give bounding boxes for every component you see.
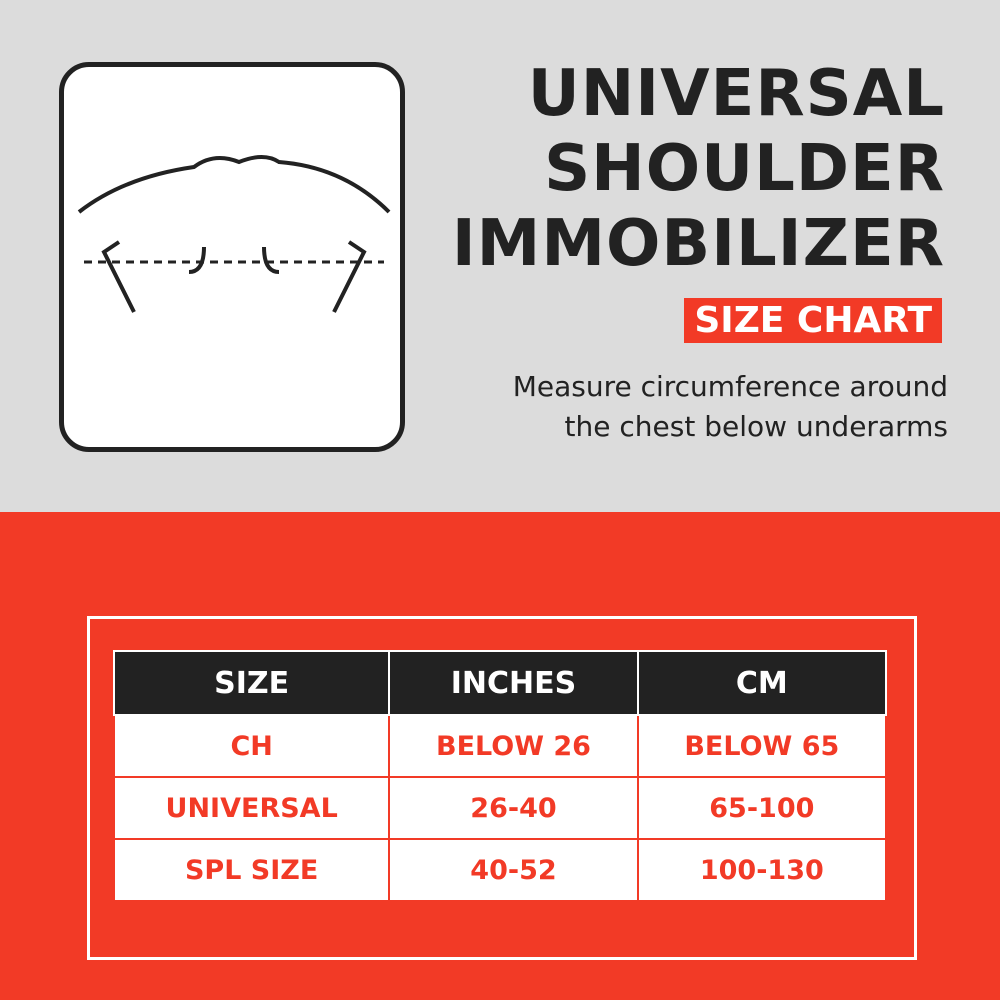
table-cell: BELOW 26 (388, 714, 639, 778)
chest-illustration (77, 155, 391, 313)
table-row: UNIVERSAL 26-40 65-100 (112, 776, 888, 840)
badge: SIZE CHART (684, 298, 942, 343)
header-panel: UNIVERSAL SHOULDER IMMOBILIZER SIZE CHAR… (0, 0, 1000, 512)
note-line: the chest below underarms (564, 410, 948, 443)
column-header: INCHES (388, 650, 639, 716)
title-line: UNIVERSAL (527, 57, 945, 131)
table-row: SPL SIZE 40-52 100-130 (112, 838, 888, 902)
title-line: SHOULDER (544, 132, 945, 206)
table-cell: SPL SIZE (112, 838, 391, 902)
table-body: CH BELOW 26 BELOW 65 UNIVERSAL 26-40 65-100 SP… (112, 714, 888, 902)
title-line: IMMOBILIZER (451, 207, 945, 281)
table-cell: 26-40 (388, 776, 639, 840)
table-cell: 100-130 (636, 838, 888, 902)
table-cell: CH (112, 714, 391, 778)
table-cell: 65-100 (636, 776, 888, 840)
header-row: SIZE INCHES CM (112, 650, 888, 716)
column-header: SIZE (112, 650, 391, 716)
table-cell: BELOW 65 (636, 714, 888, 778)
note-line: Measure circumference around (512, 370, 948, 403)
table-row: CH BELOW 26 BELOW 65 (112, 714, 888, 778)
column-header: CM (636, 650, 888, 716)
illustration-card (59, 62, 405, 452)
size-table: SIZE INCHES CM CH BELOW 26 BELOW 65 UNIVERSAL… (112, 650, 888, 902)
table-cell: UNIVERSAL (112, 776, 391, 840)
table-cell: 40-52 (388, 838, 639, 902)
table-frame (87, 616, 917, 960)
